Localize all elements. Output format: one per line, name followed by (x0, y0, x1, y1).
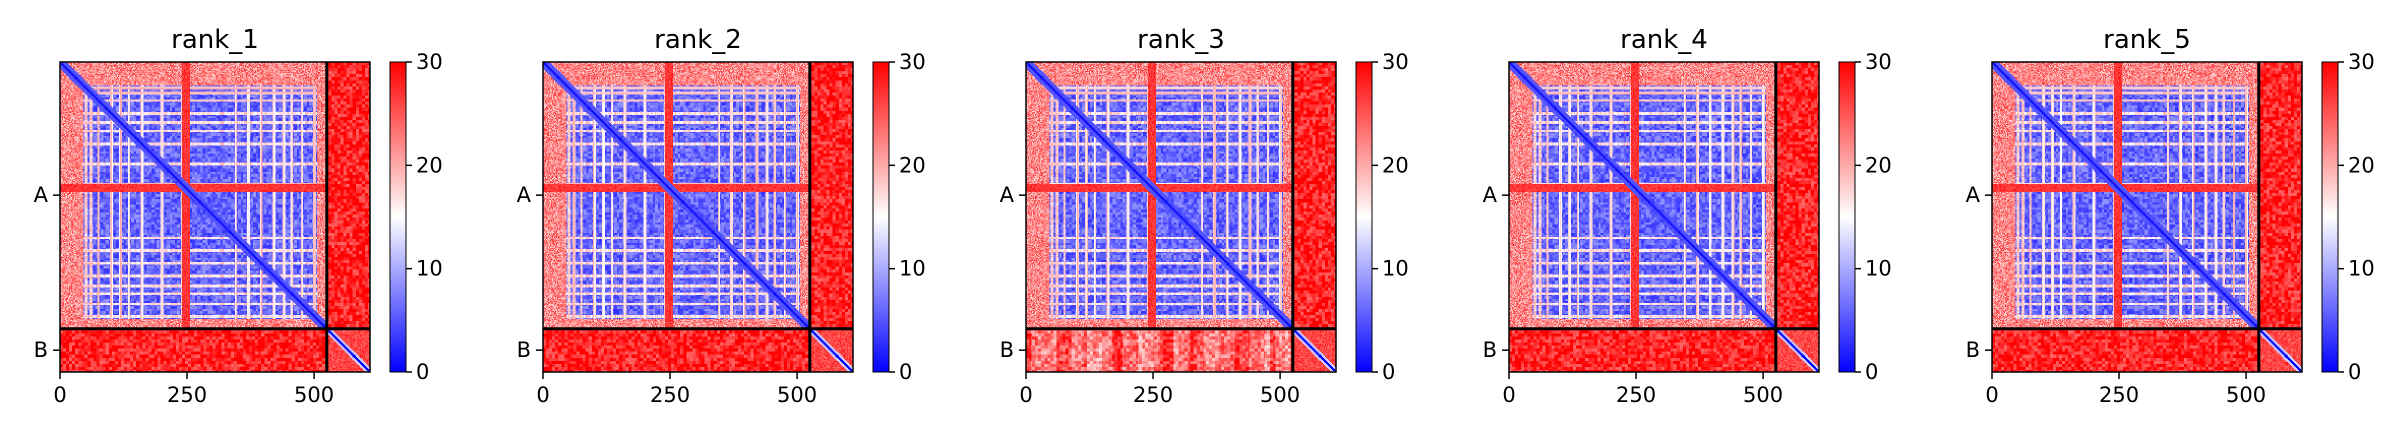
colorbar-tick-label: 20 (2348, 153, 2375, 177)
x-tick-label: 0 (1019, 383, 1032, 407)
x-tick-label: 250 (650, 383, 690, 407)
y-tick-label: B (1000, 338, 1014, 362)
x-tick-label: 0 (536, 383, 549, 407)
x-tick-label: 250 (1616, 383, 1656, 407)
x-tick-label: 500 (1743, 383, 1783, 407)
heatmap-frame (59, 61, 371, 373)
heatmap-frame (1991, 61, 2303, 373)
heatmap-frame (542, 61, 854, 373)
x-tick-label: 250 (167, 383, 207, 407)
panel-title: rank_2 (654, 25, 742, 55)
y-tick-label: A (517, 183, 532, 207)
x-tick-label: 0 (1985, 383, 1998, 407)
x-tick-label: 500 (294, 383, 334, 407)
heatmap-frame (1508, 61, 1820, 373)
panel-title: rank_1 (171, 25, 259, 55)
panel-title: rank_3 (1137, 25, 1225, 55)
x-tick-label: 500 (777, 383, 817, 407)
colorbar-tick-label: 10 (2348, 257, 2375, 281)
panel-title: rank_5 (2103, 25, 2191, 55)
heatmap-cells (1026, 62, 1336, 372)
colorbar-tick-label: 20 (1382, 153, 1409, 177)
colorbar (389, 61, 407, 373)
colorbar-tick-label: 0 (1382, 360, 1395, 384)
colorbar (1838, 61, 1856, 373)
heatmap-frame (1025, 61, 1337, 373)
heatmap-cells (60, 62, 370, 372)
colorbar-tick-label: 0 (1865, 360, 1878, 384)
y-tick-label: A (1966, 183, 1981, 207)
colorbar-tick-label: 10 (416, 257, 443, 281)
colorbar-tick-label: 10 (1382, 257, 1409, 281)
panel-title: rank_4 (1620, 25, 1708, 55)
colorbar-tick-label: 30 (899, 50, 926, 74)
colorbar-tick-label: 30 (2348, 50, 2375, 74)
y-tick-label: A (1483, 183, 1498, 207)
colorbar-tick-label: 30 (416, 50, 443, 74)
x-tick-label: 500 (1260, 383, 1300, 407)
x-tick-label: 250 (2099, 383, 2139, 407)
y-tick-label: B (1483, 338, 1497, 362)
colorbar-tick-label: 30 (1382, 50, 1409, 74)
colorbar-tick-label: 10 (1865, 257, 1892, 281)
colorbar (872, 61, 890, 373)
y-tick-label: B (1966, 338, 1980, 362)
heatmap-cells (1509, 62, 1819, 372)
y-tick-label: B (34, 338, 48, 362)
x-tick-label: 0 (1502, 383, 1515, 407)
colorbar (2321, 61, 2339, 373)
y-tick-label: A (34, 183, 49, 207)
colorbar-tick-label: 20 (899, 153, 926, 177)
colorbar-tick-label: 20 (416, 153, 443, 177)
x-tick-label: 500 (2226, 383, 2266, 407)
y-tick-label: A (1000, 183, 1015, 207)
x-tick-label: 0 (53, 383, 66, 407)
colorbar-tick-label: 10 (899, 257, 926, 281)
heatmap-cells (1992, 62, 2302, 372)
heatmap-cells (543, 62, 853, 372)
colorbar (1355, 61, 1373, 373)
colorbar-tick-label: 0 (2348, 360, 2361, 384)
y-tick-label: B (517, 338, 531, 362)
colorbar-tick-label: 20 (1865, 153, 1892, 177)
x-tick-label: 250 (1133, 383, 1173, 407)
colorbar-tick-label: 0 (899, 360, 912, 384)
colorbar-tick-label: 30 (1865, 50, 1892, 74)
colorbar-tick-label: 0 (416, 360, 429, 384)
